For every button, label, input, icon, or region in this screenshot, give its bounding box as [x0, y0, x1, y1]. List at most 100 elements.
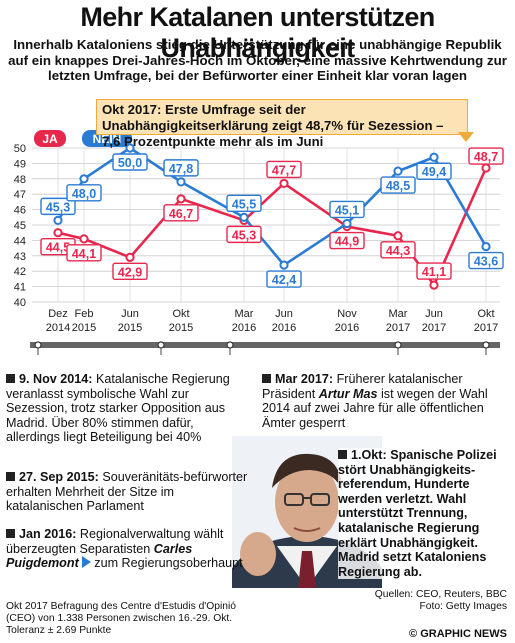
y-tick-label: 42 [14, 266, 26, 278]
play-icon [81, 556, 91, 569]
bullet-square-icon [338, 450, 347, 459]
data-point [393, 166, 403, 176]
event-actor: Artur Mas [318, 386, 378, 401]
x-tick-label: Feb [75, 308, 94, 320]
source-line: Quellen: CEO, Reuters, BBC [374, 589, 507, 600]
data-label: 45,5 [232, 197, 256, 211]
event-text: Früherer katalanischer Präsident [262, 372, 463, 401]
data-label: 44,1 [72, 247, 96, 261]
page-title: Mehr Katalanen unterstützen Unabhängigke… [80, 2, 435, 63]
event-okt-2017: 1.Okt: Spanische Polizei stört Unabhängi… [338, 448, 510, 580]
x-tick-label: Okt [477, 308, 494, 320]
data-label-box [380, 241, 416, 259]
event-sep-2015: 27. Sep 2015: Souveränitäts-befürworter … [6, 470, 248, 514]
sources: Quellen: CEO, Reuters, BBC Foto: Getty I… [375, 589, 507, 613]
data-label: 46,7 [169, 207, 193, 221]
y-tick-label: 40 [14, 297, 26, 309]
x-tick-label: Jun [121, 308, 139, 320]
data-label-box [380, 176, 416, 194]
data-point [342, 218, 352, 229]
callout-box: Okt 2017: Erste Umfrage seit der Unabhän… [96, 99, 468, 149]
x-tick-label: Nov [337, 308, 357, 320]
timeline-bar [30, 341, 500, 355]
x-tick-label: Mar [389, 308, 408, 320]
y-tick-label: 50 [14, 143, 26, 155]
data-label-box [329, 200, 365, 219]
chart-series [53, 143, 491, 290]
x-tick-label: 2014 [46, 322, 70, 334]
data-point [429, 152, 439, 162]
data-point [393, 231, 403, 241]
data-label: 44,3 [386, 244, 410, 258]
timeline-bar-band [30, 342, 500, 348]
data-label: 50,0 [118, 156, 142, 170]
y-tick-label: 43 [14, 251, 26, 263]
data-point [53, 215, 63, 225]
bullet-square-icon [6, 472, 15, 481]
x-tick-label: Jun [425, 308, 443, 320]
x-tick-label: 2015 [72, 322, 96, 334]
data-label: 42,9 [118, 265, 142, 279]
chart-axes: 40 41 42 43 44 45 46 47 48 49 50 Dez 2014 Feb 2015 Jun 2… [14, 143, 498, 334]
data-label: 48,0 [72, 187, 96, 201]
x-tick-label: Mar [235, 308, 254, 320]
data-point [79, 174, 89, 184]
x-tick-label: 2017 [474, 322, 498, 334]
event-text-after: ist wegen der Wahl 2014 auf zwei Jahre f… [262, 386, 488, 430]
y-tick-label: 45 [14, 220, 26, 232]
data-point [429, 280, 439, 290]
event-jan-2016: Jan 2016: Regionalverwaltung wählt überz… [6, 527, 248, 571]
timeline-marker [394, 341, 402, 349]
timeline-marker [482, 341, 490, 349]
data-label: 45,3 [46, 200, 70, 214]
data-point [176, 177, 186, 187]
event-mar-2017: Mar 2017: Früherer katalanischer Präside… [262, 372, 510, 430]
data-point [79, 234, 89, 244]
y-tick-label: 48 [14, 174, 26, 186]
data-label-box [66, 184, 102, 202]
data-label-box [112, 153, 148, 171]
data-label: 49,4 [422, 165, 446, 179]
x-tick-label: Dez [48, 308, 68, 320]
callout-pointer [458, 132, 474, 142]
data-label-box [226, 194, 262, 213]
data-point [53, 228, 63, 238]
data-label-box [329, 231, 365, 250]
survey-note-line: (CEO) von 1.338 Personen zwischen 16.-29… [6, 613, 233, 624]
x-tick-label: 2016 [272, 322, 296, 334]
event-text: Katalanische Regierung veranlasst symbol… [6, 372, 230, 445]
page-subtitle: Innerhalb Kataloniens stieg die Unterstü… [8, 37, 507, 83]
data-label: 47,8 [169, 162, 193, 176]
data-label-box [468, 147, 504, 165]
data-label-box [266, 160, 302, 179]
x-tick-label: 2016 [335, 322, 359, 334]
x-tick-label: 2015 [118, 322, 142, 334]
event-text: Regionalverwaltung wählt überzeugten Sep… [6, 527, 224, 556]
data-point [481, 163, 491, 173]
data-point [239, 212, 249, 222]
brand-credit: © GRAPHIC NEWS [409, 628, 507, 640]
data-label: 44,9 [335, 235, 359, 249]
data-point [279, 178, 289, 189]
data-label-box [66, 244, 102, 262]
data-label: 48,7 [474, 150, 498, 164]
survey-note-line: Okt 2017 Befragung des Centre d'Estudis … [6, 601, 237, 612]
data-point [481, 241, 491, 252]
event-text-after: zum Regierungsoberhaupt [94, 556, 243, 571]
event-date: 1.Okt: [351, 448, 387, 462]
event-actor: Carles Puigdemont [6, 541, 193, 571]
data-label: 48,5 [386, 179, 410, 193]
timeline-marker [34, 341, 42, 349]
timeline-marker [157, 341, 165, 349]
event-nov-2014: 9. Nov 2014: Katalanische Regierung vera… [6, 372, 248, 445]
y-tick-label: 47 [14, 189, 26, 201]
data-label-box [266, 270, 302, 288]
data-label-box [468, 251, 504, 270]
data-label-box [416, 162, 452, 180]
x-tick-label: Okt [172, 308, 189, 320]
x-tick-label: 2015 [169, 322, 193, 334]
data-label: 41,1 [422, 265, 446, 279]
data-label-box [226, 225, 262, 244]
x-tick-label: 2016 [232, 322, 256, 334]
legend-label: JA [42, 132, 58, 146]
